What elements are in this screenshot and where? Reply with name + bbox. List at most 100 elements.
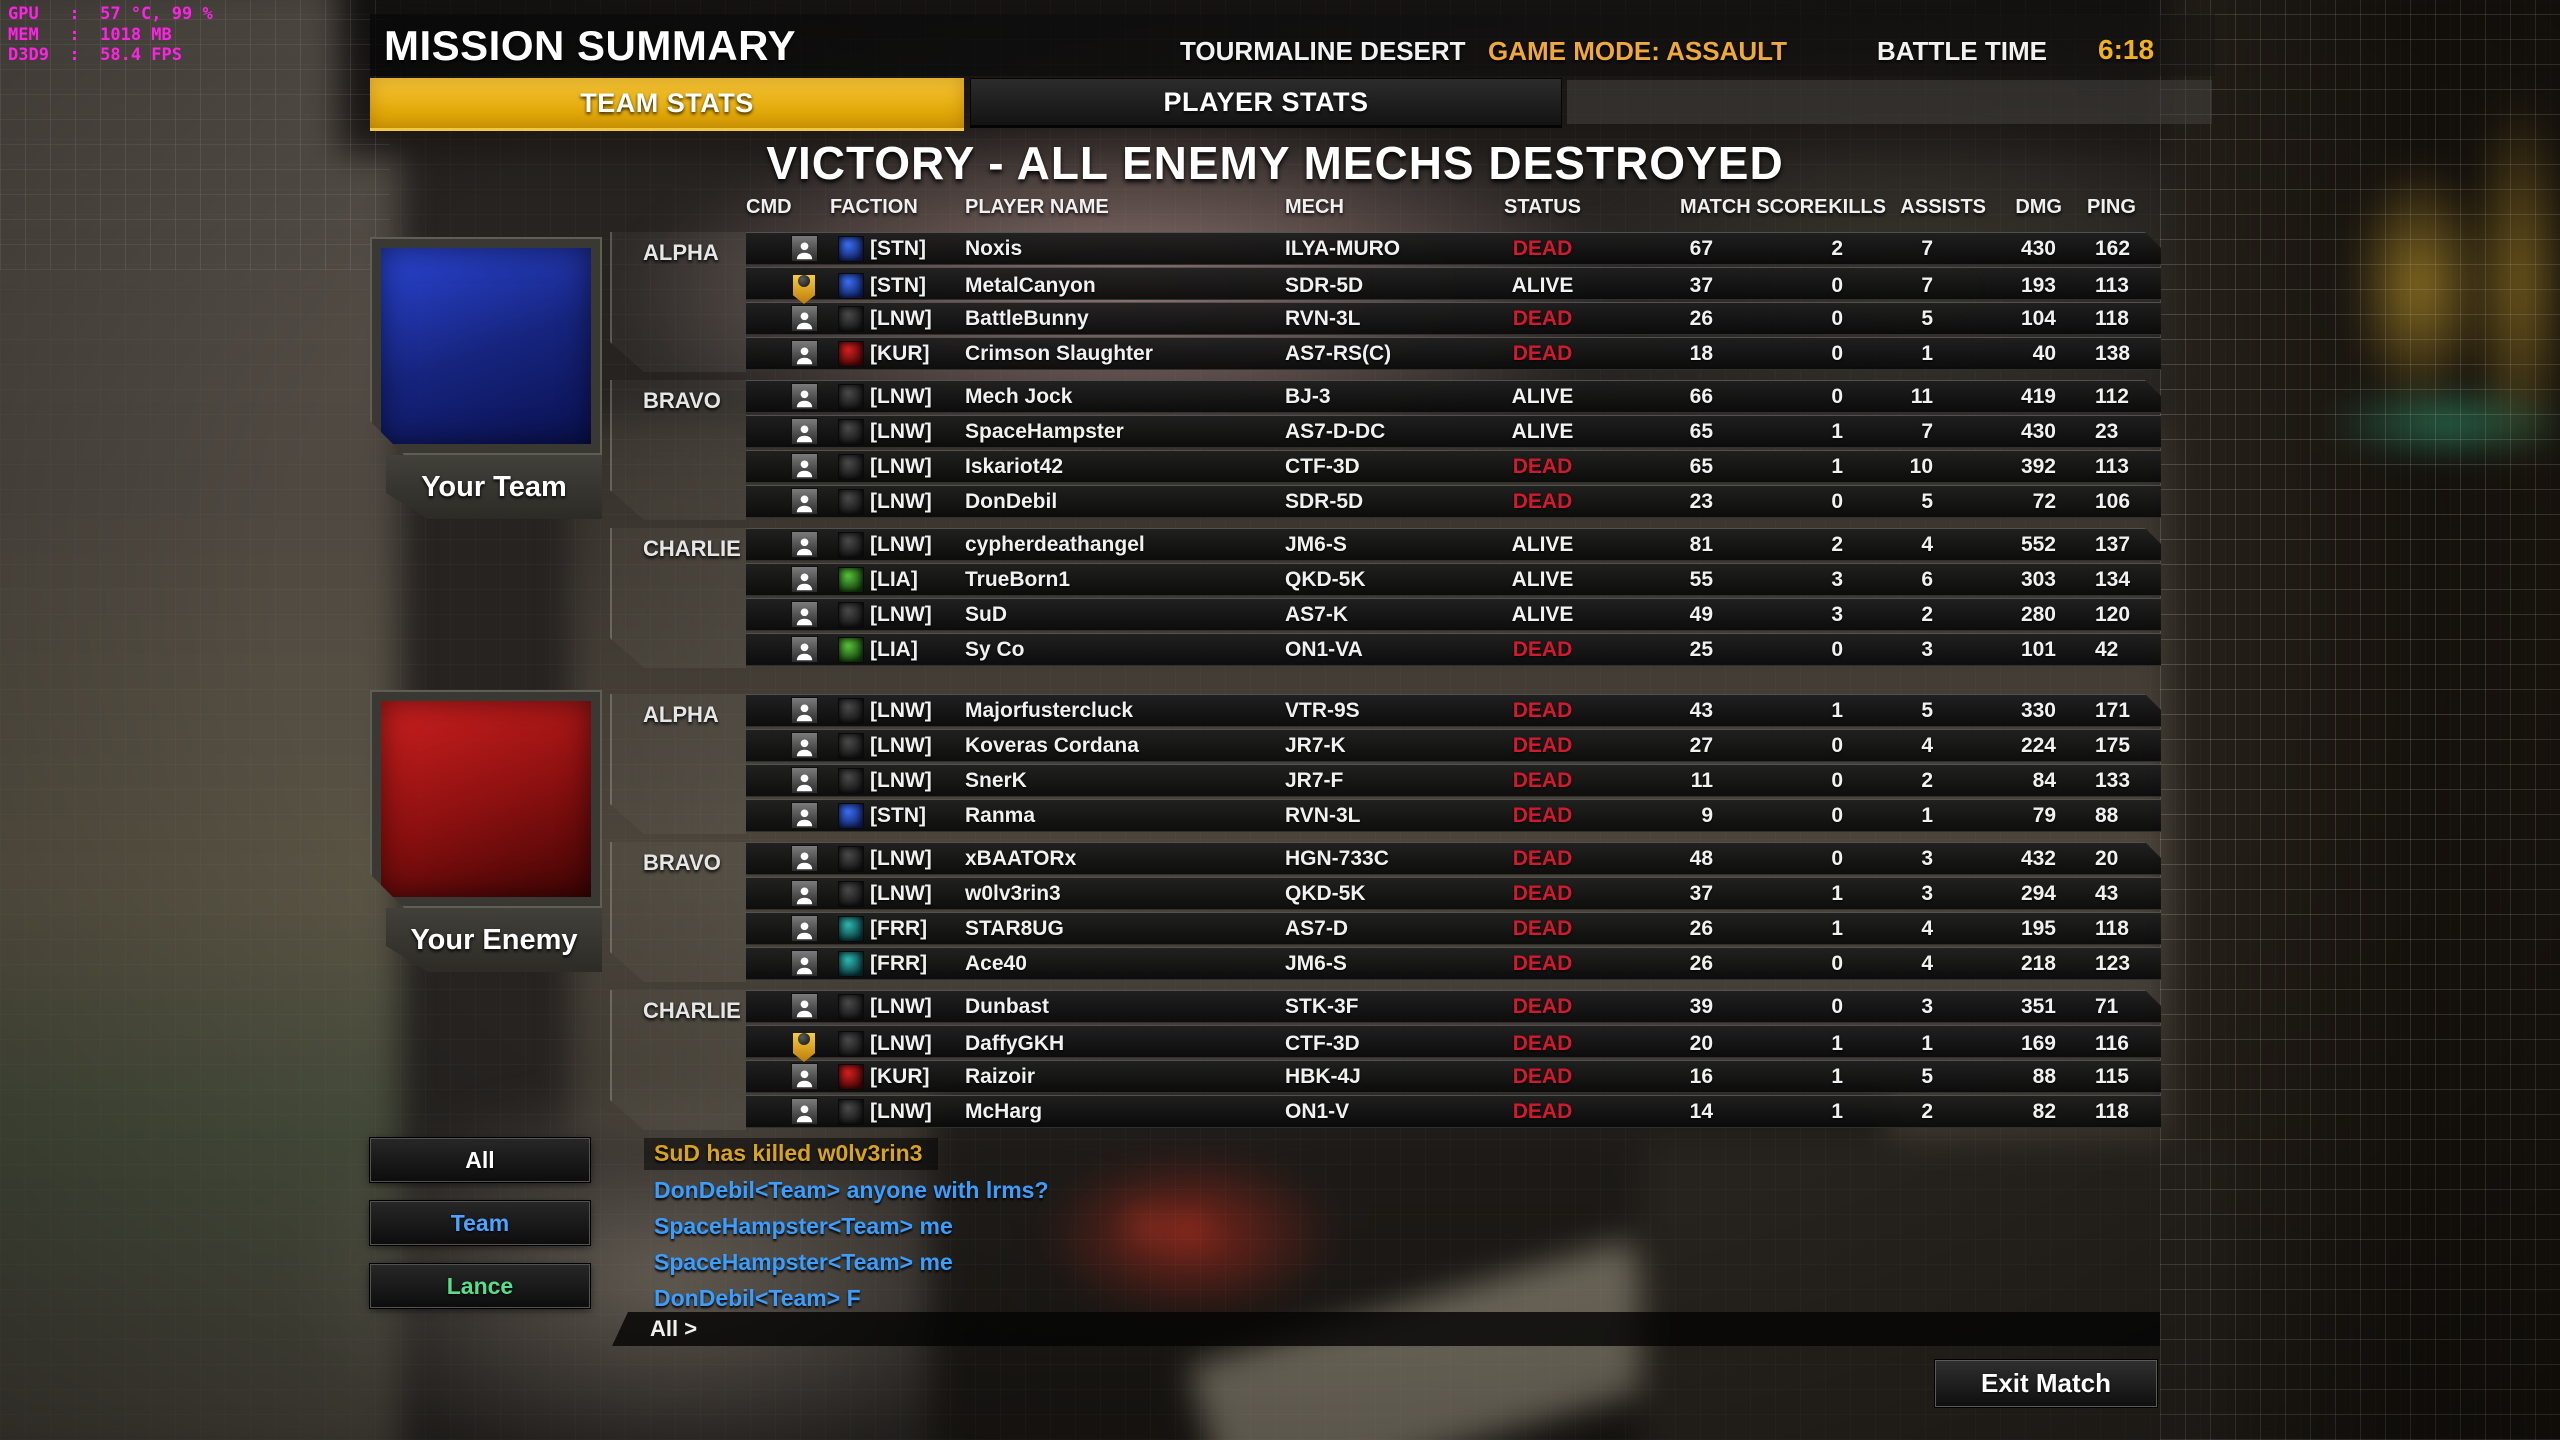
col-header-dmg: DMG bbox=[2015, 196, 2062, 218]
mech-name: QKD-5K bbox=[1285, 567, 1366, 591]
damage: 40 bbox=[2032, 341, 2056, 365]
damage: 101 bbox=[2020, 637, 2056, 661]
faction-tag: [LNW] bbox=[870, 733, 932, 757]
tab-team-stats[interactable]: TEAM STATS bbox=[370, 78, 964, 131]
player-icon bbox=[791, 566, 818, 593]
player-row: [LNW] Dunbast STK-3F DEAD 39 0 3 351 71 bbox=[746, 990, 2161, 1023]
match-score: 26 bbox=[1689, 306, 1713, 330]
match-score: 26 bbox=[1689, 951, 1713, 975]
mech-name: JR7-K bbox=[1285, 733, 1346, 757]
player-row: [LNW] xBAATORx HGN-733C DEAD 48 0 3 432 20 bbox=[746, 842, 2161, 875]
faction-cell bbox=[830, 950, 870, 977]
player-icon bbox=[791, 1063, 818, 1090]
damage: 224 bbox=[2020, 733, 2056, 757]
mech-name: SDR-5D bbox=[1285, 274, 1364, 297]
player-name: SpaceHampster bbox=[965, 419, 1124, 443]
faction-icon-stn bbox=[838, 802, 864, 829]
player-name: TrueBorn1 bbox=[965, 567, 1071, 591]
status-value: DEAD bbox=[1512, 236, 1573, 260]
player-icon bbox=[791, 1098, 818, 1125]
assists: 11 bbox=[1910, 384, 1933, 408]
player-icon bbox=[791, 802, 818, 829]
chat-filter-all[interactable]: All bbox=[370, 1138, 590, 1182]
faction-icon-lnw bbox=[838, 880, 864, 907]
cmd-cell bbox=[746, 915, 830, 942]
ping: 118 bbox=[2095, 916, 2129, 940]
cmd-cell bbox=[746, 418, 830, 445]
assists: 7 bbox=[1921, 236, 1933, 260]
lance-group-alpha: ALPHA [LNW] Majorfustercluck VTR-9S DEAD 43 1 5… bbox=[610, 694, 2161, 834]
damage: 330 bbox=[2020, 698, 2056, 722]
chat-filter-team[interactable]: Team bbox=[370, 1201, 590, 1245]
status-value: ALIVE bbox=[1511, 602, 1574, 626]
match-score: 9 bbox=[1701, 803, 1713, 827]
cmd-cell bbox=[746, 950, 830, 977]
kills: 0 bbox=[1831, 803, 1843, 827]
cmd-cell bbox=[746, 305, 830, 332]
lance-group-charlie: CHARLIE [LNW] cypherdeathangel JM6-S ALIVE 81… bbox=[610, 528, 2161, 668]
chat-filter-lance[interactable]: Lance bbox=[370, 1264, 590, 1308]
tab-player-stats[interactable]: PLAYER STATS bbox=[970, 78, 1562, 128]
mech-name: AS7-D bbox=[1285, 916, 1349, 940]
status-value: DEAD bbox=[1512, 454, 1573, 478]
match-score: 37 bbox=[1689, 881, 1713, 905]
player-name: Majorfustercluck bbox=[965, 698, 1134, 722]
player-row: [KUR] Crimson Slaughter AS7-RS(C) DEAD 18 0 1 4… bbox=[746, 337, 2161, 370]
match-score: 55 bbox=[1689, 567, 1713, 591]
faction-icon-frr bbox=[838, 915, 864, 942]
match-score: 18 bbox=[1689, 341, 1713, 365]
faction-tag: [KUR] bbox=[870, 1064, 930, 1088]
faction-icon-kur bbox=[838, 340, 864, 367]
your-enemy-label: Your Enemy bbox=[410, 923, 578, 956]
assists: 3 bbox=[1921, 637, 1933, 661]
player-name: McHarg bbox=[965, 1099, 1043, 1123]
cmd-cell bbox=[746, 235, 830, 262]
player-icon bbox=[791, 235, 818, 262]
status-value: DEAD bbox=[1512, 1099, 1573, 1123]
status-value: ALIVE bbox=[1511, 274, 1574, 297]
assists: 2 bbox=[1921, 768, 1933, 792]
premium-banner-icon bbox=[793, 1033, 815, 1062]
player-name: Sy Co bbox=[965, 637, 1025, 661]
player-name: STAR8UG bbox=[965, 916, 1064, 940]
chat-input-bar[interactable]: All > bbox=[612, 1312, 2160, 1346]
exit-match-button[interactable]: Exit Match bbox=[1935, 1360, 2157, 1407]
faction-cell bbox=[830, 636, 870, 663]
faction-tag: [LNW] bbox=[870, 602, 932, 626]
ping: 175 bbox=[2095, 733, 2131, 757]
player-row: [LNW] DaffyGKH CTF-3D DEAD 20 1 1 169 116 bbox=[746, 1025, 2161, 1062]
chat-log: SuD has killed w0lv3rin3 DonDebil<Team> a… bbox=[644, 1136, 1049, 1316]
cmd-cell bbox=[746, 993, 830, 1020]
player-name: cypherdeathangel bbox=[965, 532, 1145, 556]
player-row: [FRR] STAR8UG AS7-D DEAD 26 1 4 195 118 bbox=[746, 912, 2161, 945]
ping: 43 bbox=[2095, 881, 2119, 905]
mech-name: HGN-733C bbox=[1285, 846, 1389, 870]
player-name: xBAATORx bbox=[965, 846, 1077, 870]
cmd-cell bbox=[746, 531, 830, 558]
match-score: 65 bbox=[1689, 419, 1713, 443]
mech-name: ON1-V bbox=[1285, 1099, 1350, 1123]
player-name: w0lv3rin3 bbox=[965, 881, 1061, 905]
kills: 1 bbox=[1831, 1099, 1843, 1123]
mech-name: AS7-RS(C) bbox=[1285, 341, 1392, 365]
match-score: 37 bbox=[1689, 274, 1713, 297]
status-value: DEAD bbox=[1512, 951, 1573, 975]
cmd-cell bbox=[746, 383, 830, 410]
ping: 20 bbox=[2095, 846, 2119, 870]
player-row: [STN] Ranma RVN-3L DEAD 9 0 1 79 88 bbox=[746, 799, 2161, 832]
cmd-cell bbox=[746, 732, 830, 759]
status-value: DEAD bbox=[1512, 341, 1573, 365]
match-score: 48 bbox=[1689, 846, 1713, 870]
ping: 42 bbox=[2095, 637, 2119, 661]
player-row: [LNW] Koveras Cordana JR7-K DEAD 27 0 4 224 175 bbox=[746, 729, 2161, 762]
faction-tag: [LNW] bbox=[870, 489, 932, 513]
faction-icon-lia bbox=[838, 566, 864, 593]
faction-cell bbox=[830, 305, 870, 332]
kills: 1 bbox=[1831, 881, 1843, 905]
assists: 1 bbox=[1921, 803, 1933, 827]
damage: 88 bbox=[2032, 1064, 2056, 1088]
your-team-banner bbox=[370, 237, 602, 455]
kills: 0 bbox=[1831, 384, 1843, 408]
player-row: [LNW] w0lv3rin3 QKD-5K DEAD 37 1 3 294 43 bbox=[746, 877, 2161, 910]
lance-group-bravo: BRAVO [LNW] Mech Jock BJ-3 ALIVE 66 0 11 419 112[… bbox=[610, 380, 2161, 520]
